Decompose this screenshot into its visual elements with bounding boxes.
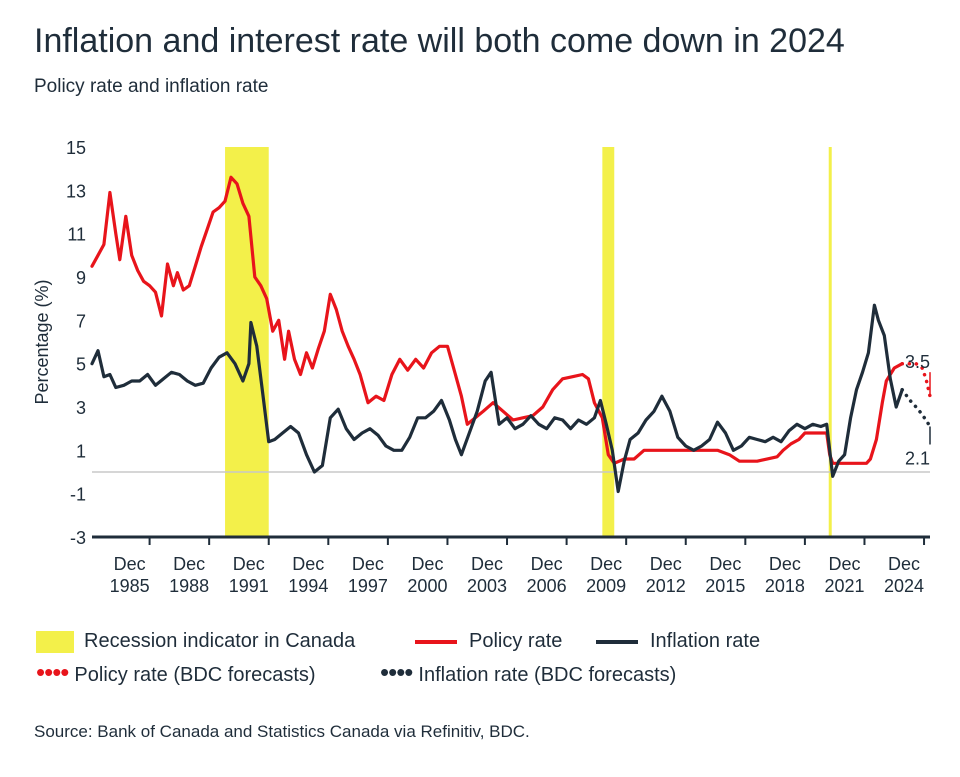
y-tick-label: -3 — [70, 528, 86, 548]
x-tick-label: Dec — [709, 554, 741, 574]
legend-item-inflation-forecast: •••• Inflation rate (BDC forecasts) — [380, 656, 677, 687]
y-tick-label: 15 — [66, 138, 86, 158]
inflation-swatch — [596, 639, 638, 644]
y-tick-label: 5 — [76, 355, 86, 375]
x-tick-label: 2012 — [646, 576, 686, 596]
recession-band-1 — [602, 147, 615, 537]
policy-swatch — [415, 639, 457, 644]
inflation-forecast-value-label: 2.1 — [905, 449, 930, 469]
series-line-inflation-rate — [90, 303, 904, 494]
x-tick-label: 1994 — [288, 576, 328, 596]
source-note: Source: Bank of Canada and Statistics Ca… — [34, 722, 530, 741]
x-tick-label: Dec — [531, 554, 563, 574]
x-tick-label: 2003 — [467, 576, 507, 596]
x-tick-label: 2009 — [586, 576, 626, 596]
x-tick-label: 2021 — [824, 576, 864, 596]
legend-item-policy-forecast: •••• Policy rate (BDC forecasts) — [36, 656, 316, 687]
x-tick-label: Dec — [352, 554, 384, 574]
recession-band-0 — [225, 147, 269, 537]
x-tick-label: 2000 — [407, 576, 447, 596]
x-tick-label: Dec — [471, 554, 503, 574]
legend-label-policy: Policy rate — [469, 630, 563, 652]
x-tick-label: 1985 — [110, 576, 150, 596]
x-tick-label: 2015 — [705, 576, 745, 596]
series-line-policy-rate-bdc-forecasts — [900, 361, 932, 398]
x-tick-label: Dec — [114, 554, 146, 574]
x-tick-label: Dec — [888, 554, 920, 574]
x-tick-label: Dec — [292, 554, 324, 574]
x-tick-label: Dec — [411, 554, 443, 574]
y-tick-label: 13 — [66, 181, 86, 201]
x-tick-label: 2018 — [765, 576, 805, 596]
recession-swatch — [36, 630, 74, 653]
recession-band-2 — [828, 147, 832, 537]
inflation-forecast-swatch: •••• — [380, 656, 413, 687]
legend-item-inflation: Inflation rate — [596, 630, 760, 653]
x-tick-label: Dec — [828, 554, 860, 574]
chart-title: Inflation and interest rate will both co… — [34, 22, 845, 60]
y-tick-label: 7 — [76, 311, 86, 331]
x-tick-label: Dec — [173, 554, 205, 574]
y-tick-label: 1 — [76, 441, 86, 461]
x-tick-label: 1988 — [169, 576, 209, 596]
series-line-inflation-rate-bdc-forecasts — [900, 387, 932, 429]
chart-subtitle: Policy rate and inflation rate — [34, 76, 269, 97]
x-tick-label: Dec — [650, 554, 682, 574]
y-tick-label: -1 — [70, 485, 86, 505]
x-tick-label: 2006 — [527, 576, 567, 596]
legend-item-recession: Recession indicator in Canada — [36, 630, 355, 653]
y-axis-label: Percentage (%) — [32, 279, 52, 404]
y-tick-label: 3 — [76, 398, 86, 418]
legend-label-inflation: Inflation rate — [650, 630, 761, 652]
x-tick-label: 2024 — [884, 576, 924, 596]
legend-label-recession: Recession indicator in Canada — [84, 630, 356, 652]
series-line-policy-rate — [90, 175, 904, 465]
x-tick-label: 1997 — [348, 576, 388, 596]
y-tick-label: 9 — [76, 268, 86, 288]
x-tick-label: Dec — [590, 554, 622, 574]
policy-forecast-swatch: •••• — [36, 656, 69, 687]
x-tick-label: Dec — [769, 554, 801, 574]
policy-forecast-value-label: 3.5 — [905, 352, 930, 372]
x-tick-label: Dec — [233, 554, 265, 574]
legend-item-policy: Policy rate — [415, 630, 562, 653]
legend-label-inflation-forecast: Inflation rate (BDC forecasts) — [418, 664, 677, 686]
y-tick-label: 11 — [67, 225, 86, 245]
x-tick-label: 1991 — [229, 576, 269, 596]
legend-label-policy-forecast: Policy rate (BDC forecasts) — [74, 664, 316, 686]
